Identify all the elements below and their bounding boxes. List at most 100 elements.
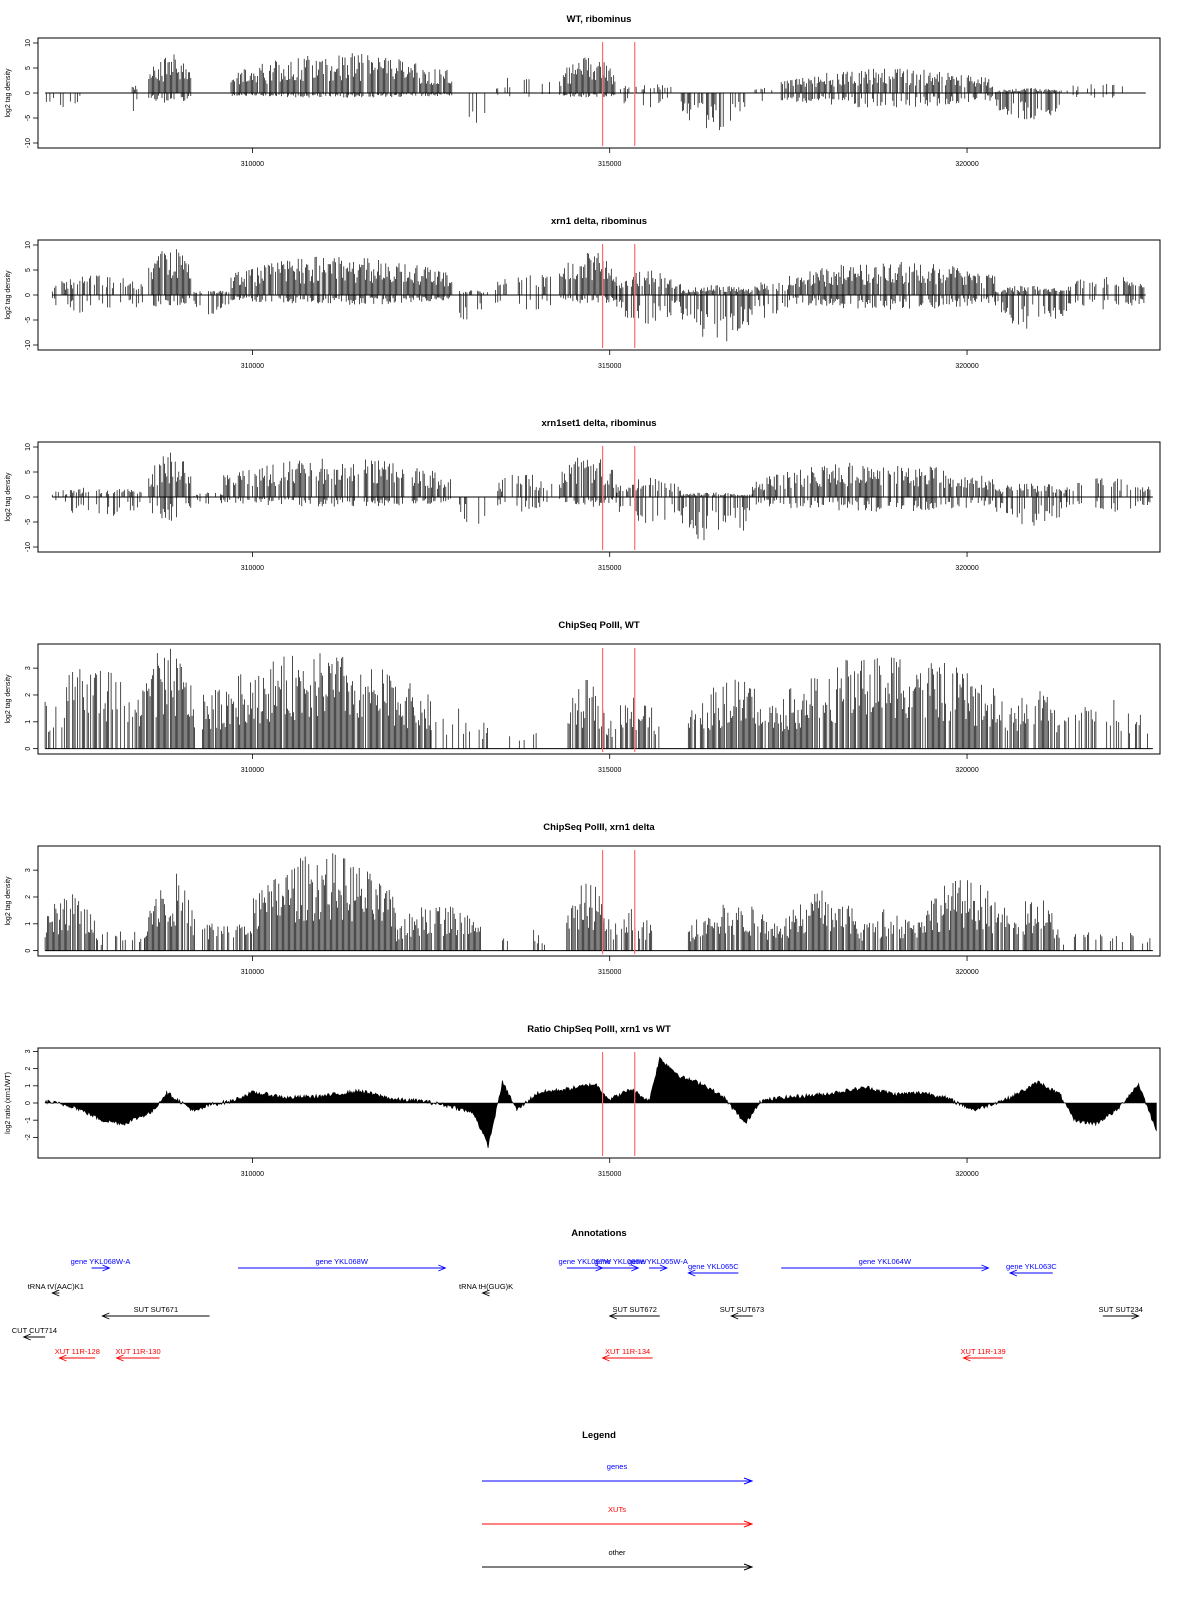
y-tick-label: -10 bbox=[25, 542, 32, 552]
annotation-feature: SUT SUT673 bbox=[720, 1305, 764, 1320]
annotation-feature: XUT 11R-134 bbox=[601, 1347, 653, 1362]
x-tick-label: 310000 bbox=[241, 1171, 264, 1178]
legend-title: Legend bbox=[582, 1430, 616, 1441]
annotation-feature: gene YKL068W-A bbox=[71, 1257, 130, 1272]
y-tick-label: 1 bbox=[25, 1084, 32, 1088]
chart-title: xrn1 delta, ribominus bbox=[551, 216, 647, 227]
legend-label: genes bbox=[607, 1462, 628, 1471]
y-tick-label: 3 bbox=[25, 868, 32, 872]
y-tick-label: -5 bbox=[25, 115, 32, 121]
y-tick-label: 1 bbox=[25, 720, 32, 724]
ratio-series-area bbox=[44, 1056, 1157, 1149]
x-tick-label: 320000 bbox=[955, 969, 978, 976]
y-tick-label: 3 bbox=[25, 1049, 32, 1053]
feature-label: XUT 11R-130 bbox=[115, 1347, 160, 1356]
y-tick-label: 0 bbox=[25, 949, 32, 953]
y-tick-label: 10 bbox=[25, 443, 32, 451]
arrow-head-right bbox=[595, 1264, 604, 1272]
feature-label: gene YKL066W bbox=[594, 1257, 647, 1266]
chart-title: ChipSeq PolII, WT bbox=[558, 620, 639, 631]
feature-label: XUT 11R-134 bbox=[605, 1347, 650, 1356]
x-tick-label: 320000 bbox=[955, 565, 978, 572]
annotation-feature: tRNA tH(GUG)K bbox=[459, 1282, 513, 1297]
feature-label: SUT SUT673 bbox=[720, 1305, 764, 1314]
y-tick-label: 0 bbox=[25, 1101, 32, 1105]
feature-label: XUT 11R-128 bbox=[55, 1347, 100, 1356]
x-tick-label: 315000 bbox=[598, 565, 621, 572]
x-tick-label: 315000 bbox=[598, 969, 621, 976]
y-tick-label: -5 bbox=[25, 519, 32, 525]
y-tick-label: 1 bbox=[25, 922, 32, 926]
annotation-feature: SUT SUT671 bbox=[101, 1305, 210, 1320]
feature-label: SUT SUT672 bbox=[612, 1305, 656, 1314]
y-tick-label: -10 bbox=[25, 138, 32, 148]
y-tick-label: 2 bbox=[25, 895, 32, 899]
chart-panel: WT, ribominus -10 -5 0 5 10 log2 tag density 31… bbox=[5, 14, 1161, 168]
chart-title: xrn1set1 delta, ribominus bbox=[541, 418, 656, 429]
arrow-head-left bbox=[601, 1354, 610, 1362]
arrow-head-left bbox=[101, 1312, 110, 1320]
arrow-head-left bbox=[22, 1333, 31, 1341]
annotation-feature: tRNA tV(AAC)K1 bbox=[28, 1282, 84, 1297]
y-tick-label: -10 bbox=[25, 340, 32, 350]
arrow-head-right bbox=[659, 1264, 669, 1272]
plot-frame bbox=[37, 845, 1161, 957]
chart-panel: ChipSeq PolII, xrn1 delta 0 1 2 3 log2 tag de… bbox=[5, 822, 1161, 976]
chart-panel: ChipSeq PolII, WT 0 1 2 3 log2 tag density 310… bbox=[5, 620, 1161, 774]
y-tick-label: -1 bbox=[25, 1117, 32, 1123]
chart-panel: Ratio ChipSeq PolII, xrn1 vs WT -2 -1 0 1 2 3 l… bbox=[5, 1024, 1161, 1178]
feature-label: gene YKL064W bbox=[859, 1257, 912, 1266]
arrow-head-left bbox=[51, 1289, 60, 1297]
y-tick-label: 5 bbox=[25, 66, 32, 70]
y-axis-label: log2 tag density bbox=[5, 472, 12, 522]
x-tick-label: 310000 bbox=[241, 363, 264, 370]
arrow-head-right bbox=[102, 1264, 111, 1272]
y-axis-label: log2 tag density bbox=[5, 674, 12, 724]
x-tick-label: 320000 bbox=[955, 161, 978, 168]
feature-label: XUT 11R-139 bbox=[961, 1347, 1006, 1356]
y-tick-label: 0 bbox=[25, 293, 32, 297]
legend-arrow-head bbox=[743, 1520, 754, 1528]
plot-frame bbox=[37, 643, 1161, 755]
annotation-feature: XUT 11R-128 bbox=[55, 1347, 100, 1362]
annotation-feature: gene YKL068W bbox=[238, 1257, 447, 1272]
feature-label: gene YKL065C bbox=[688, 1262, 739, 1271]
legend-label: XUTs bbox=[608, 1505, 626, 1514]
arrow-head-right bbox=[1131, 1312, 1140, 1320]
chart-panel: xrn1set1 delta, ribominus -10 -5 0 5 10 log2 t… bbox=[5, 418, 1161, 572]
x-tick-label: 320000 bbox=[955, 767, 978, 774]
arrow-head-left bbox=[58, 1354, 67, 1362]
arrow-head-left bbox=[481, 1289, 490, 1297]
x-tick-label: 310000 bbox=[241, 969, 264, 976]
y-tick-label: -5 bbox=[25, 317, 32, 323]
x-tick-label: 315000 bbox=[598, 363, 621, 370]
legend-arrow-head bbox=[743, 1477, 754, 1485]
x-tick-label: 315000 bbox=[598, 767, 621, 774]
annotation-feature: gene YKL065W-A bbox=[628, 1257, 688, 1272]
chart-title: Ratio ChipSeq PolII, xrn1 vs WT bbox=[527, 1024, 671, 1035]
arrow-head-right bbox=[981, 1264, 990, 1272]
y-tick-label: 5 bbox=[25, 470, 32, 474]
arrow-head-left bbox=[115, 1354, 124, 1362]
annotation-feature: gene YKL066W bbox=[594, 1257, 648, 1272]
x-tick-label: 315000 bbox=[598, 161, 621, 168]
legend-item: genes bbox=[482, 1462, 754, 1485]
annotation-feature: SUT SUT234 bbox=[1098, 1305, 1143, 1320]
arrow-head-left bbox=[1008, 1269, 1018, 1277]
annotation-feature: SUT SUT672 bbox=[608, 1305, 660, 1320]
feature-label: gene YKL065W-A bbox=[628, 1257, 688, 1266]
arrow-head-left bbox=[608, 1312, 617, 1320]
y-tick-label: 10 bbox=[25, 241, 32, 249]
y-tick-label: -2 bbox=[25, 1134, 32, 1140]
annotation-feature: XUT 11R-139 bbox=[961, 1347, 1006, 1362]
y-tick-label: 10 bbox=[25, 39, 32, 47]
annotation-feature: gene YKL064W bbox=[781, 1257, 990, 1272]
chart-title: WT, ribominus bbox=[567, 14, 632, 25]
x-tick-label: 320000 bbox=[955, 1171, 978, 1178]
y-tick-label: 0 bbox=[25, 495, 32, 499]
y-tick-label: 0 bbox=[25, 747, 32, 751]
feature-label: tRNA tV(AAC)K1 bbox=[28, 1282, 84, 1291]
y-axis-label: log2 ratio (xrn1/WT) bbox=[5, 1072, 12, 1134]
feature-label: gene YKL067W bbox=[559, 1257, 612, 1266]
y-tick-label: 5 bbox=[25, 268, 32, 272]
